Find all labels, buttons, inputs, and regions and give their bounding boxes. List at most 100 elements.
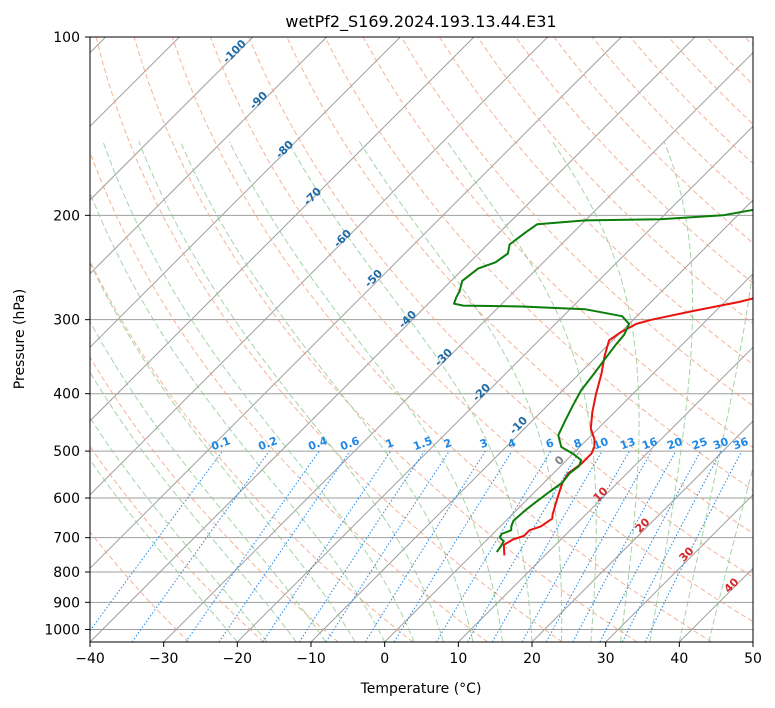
mixing-ratio-line — [621, 450, 722, 642]
isotherm-line — [531, 420, 753, 642]
mixing-ratio-line — [298, 450, 425, 642]
mixing-ratio-label: 4 — [506, 436, 518, 451]
isotherm-line — [752, 641, 753, 642]
dry-adiabat-line — [90, 150, 488, 642]
y-tick-label: 600 — [53, 491, 80, 507]
mixing-ratio-label: 3 — [478, 436, 490, 451]
mixing-ratio-label: 0.6 — [338, 434, 361, 453]
isotherm-line — [90, 37, 622, 570]
dry-adiabat-label: -90 — [247, 89, 270, 112]
moist-adiabat-line — [90, 416, 268, 642]
mixing-ratio-line — [185, 450, 320, 642]
mixing-ratio-label: 0.2 — [256, 434, 279, 453]
dry-adiabat-line — [706, 37, 753, 86]
x-tick-label: 0 — [380, 651, 389, 667]
moist-adiabat-line — [446, 141, 597, 642]
isotherm-line — [90, 37, 696, 642]
x-tick-label: 50 — [744, 651, 762, 667]
mixing-ratio-line — [262, 450, 392, 642]
mixing-ratio-line — [218, 450, 351, 642]
dry-adiabat-line — [515, 37, 753, 284]
dry-adiabat-label: -100 — [220, 37, 249, 66]
mixing-ratio-line — [364, 450, 486, 642]
isotherm-line — [90, 37, 401, 349]
moist-adiabat-line — [102, 141, 415, 642]
dry-adiabat-line — [90, 531, 190, 642]
mixing-ratio-label: 8 — [572, 436, 584, 451]
background-lines — [90, 37, 753, 642]
dry-adiabat-line — [210, 37, 753, 623]
mixing-ratio-line — [325, 450, 450, 642]
dry-adiabat-line — [90, 259, 414, 642]
dry-adiabat-line — [133, 37, 638, 642]
isotherm-line — [90, 37, 254, 201]
x-tick-label: 40 — [670, 651, 688, 667]
x-tick-label: −30 — [149, 651, 179, 667]
dry-adiabat-line — [95, 37, 563, 642]
dry-adiabat-label: -80 — [273, 138, 296, 161]
dry-adiabat-line — [744, 37, 753, 47]
isotherm-line — [90, 37, 549, 496]
mixing-ratio-line — [435, 450, 552, 642]
y-tick-label: 500 — [53, 444, 80, 460]
dry-adiabat-label: -60 — [331, 227, 354, 250]
moist-adiabat-line — [179, 141, 474, 642]
dewpoint-line — [453, 208, 753, 553]
dry-adiabat-line — [362, 37, 753, 449]
dry-adiabat-line — [400, 37, 753, 407]
dry-adiabat-label: -70 — [301, 185, 324, 208]
y-tick-label: 700 — [53, 531, 80, 547]
mixing-ratio-label: 2 — [442, 436, 454, 451]
x-tick-label: 10 — [449, 651, 467, 667]
mixing-ratio-label: 0.4 — [306, 434, 329, 453]
dry-adiabat-label: 20 — [633, 515, 653, 535]
dry-adiabat-label: -40 — [396, 308, 419, 331]
mixing-ratio-label: 1 — [384, 436, 396, 451]
dry-adiabat-line — [248, 37, 753, 578]
moist-adiabat-line — [90, 371, 297, 642]
temperature-line — [502, 297, 753, 556]
isotherm-line — [90, 37, 475, 422]
moist-adiabat-line — [90, 320, 327, 642]
dry-adiabat-label: -20 — [470, 381, 493, 404]
mixing-ratio-label: 6 — [544, 436, 556, 451]
mixing-ratio-label: 1.5 — [411, 434, 434, 453]
isotherm-line — [605, 493, 753, 642]
mixing-ratio-line — [467, 450, 580, 642]
dry-adiabat-line — [90, 356, 339, 642]
mixing-ratio-line — [545, 450, 653, 642]
moist-adiabat-line — [551, 141, 640, 642]
dry-adiabat-label: 0 — [552, 453, 567, 468]
dry-adiabat-label: -50 — [362, 267, 385, 290]
y-axis-label: Pressure (hPa) — [12, 289, 28, 389]
y-tick-label: 300 — [53, 313, 80, 329]
x-tick-label: −20 — [223, 651, 253, 667]
y-tick-label: 800 — [53, 565, 80, 581]
isotherm-line — [457, 346, 753, 642]
mixing-ratio-label: 20 — [665, 435, 684, 453]
mixing-ratio-line — [572, 450, 677, 642]
mixing-ratio-label: 25 — [690, 435, 709, 452]
dry-adiabat-line — [324, 37, 753, 491]
dry-adiabat-line — [438, 37, 753, 366]
moist-adiabat-line — [228, 141, 503, 642]
mixing-ratio-label: 10 — [591, 435, 610, 453]
isotherm-line — [384, 272, 753, 642]
moist-adiabat-line — [138, 141, 445, 642]
dry-adiabat-label: 30 — [677, 544, 697, 564]
x-axis-label: Temperature (°C) — [360, 681, 482, 697]
mixing-ratio-label: 16 — [640, 435, 659, 453]
dry-adiabat-line — [171, 37, 712, 642]
mixing-ratio-line — [521, 450, 630, 642]
mixing-ratio-line — [90, 450, 223, 632]
moist-adiabat-line — [358, 141, 563, 642]
moist-adiabat-line — [649, 141, 694, 642]
mixing-ratio-label: 36 — [731, 435, 750, 453]
isotherm-line — [90, 37, 328, 275]
moist-adiabat-line — [678, 264, 753, 642]
mixing-ratio-label: 0.1 — [209, 434, 232, 453]
y-tick-label: 100 — [53, 30, 80, 46]
x-tick-label: 30 — [597, 651, 615, 667]
dry-adiabat-label: -30 — [432, 346, 455, 369]
